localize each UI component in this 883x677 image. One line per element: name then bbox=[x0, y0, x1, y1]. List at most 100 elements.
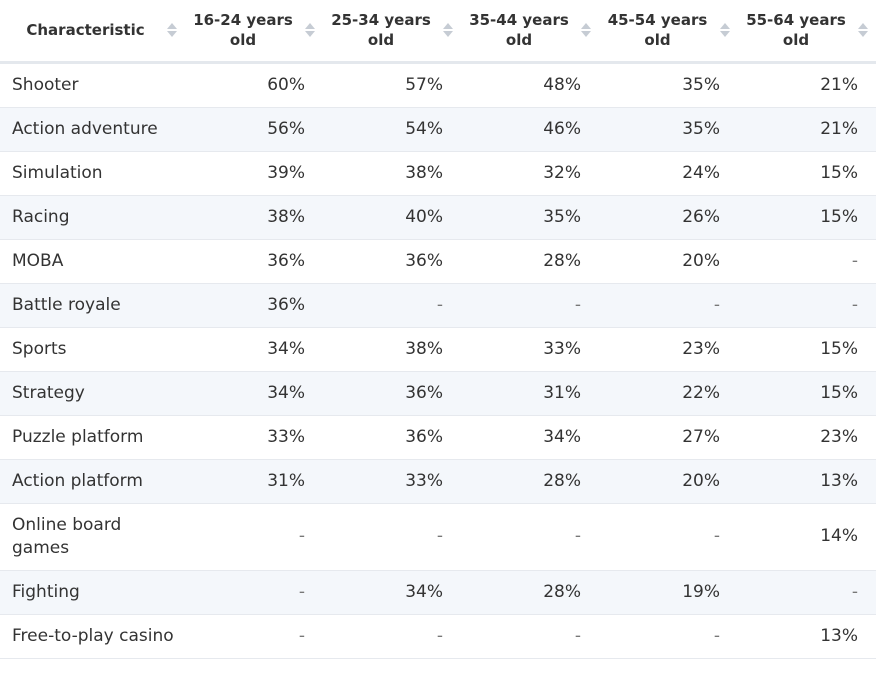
table-row: Action adventure 56% 54% 46% 35% 21% bbox=[0, 107, 876, 151]
table-cell: 35% bbox=[682, 118, 720, 139]
row-label: MOBA bbox=[12, 250, 64, 271]
table-row: Free-to-play casino - - - - 13% bbox=[0, 614, 876, 658]
table-row: Action platform 31% 33% 28% 20% 13% bbox=[0, 459, 876, 503]
table-cell: 48% bbox=[543, 74, 581, 95]
table-cell: 46% bbox=[543, 118, 581, 139]
table-cell: 36% bbox=[267, 294, 305, 315]
column-header-2[interactable]: 25-34 years old bbox=[323, 0, 461, 64]
table-cell: 38% bbox=[405, 162, 443, 183]
table-cell: - bbox=[298, 581, 305, 602]
sort-icon[interactable] bbox=[858, 22, 868, 38]
table-cell: 36% bbox=[267, 250, 305, 271]
table-row: Puzzle platform 33% 36% 34% 27% 23% bbox=[0, 415, 876, 459]
table-cell: 27% bbox=[682, 426, 720, 447]
table-cell: 15% bbox=[820, 338, 858, 359]
data-table: Characteristic 16-24 years old 25-34 years… bbox=[0, 0, 876, 658]
table-cell: 34% bbox=[543, 426, 581, 447]
table-cell: - bbox=[436, 526, 443, 546]
table-cell: - bbox=[851, 294, 858, 315]
table-cell: 36% bbox=[405, 426, 443, 447]
table-row: MOBA 36% 36% 28% 20% - bbox=[0, 239, 876, 283]
table-cell: - bbox=[574, 294, 581, 315]
table-cell: 22% bbox=[682, 382, 720, 403]
header-row: Characteristic 16-24 years old 25-34 years… bbox=[0, 0, 876, 64]
table-cell: 19% bbox=[682, 581, 720, 602]
table-cell: 14% bbox=[820, 526, 858, 546]
table-cell: 34% bbox=[267, 338, 305, 359]
table-cell: 26% bbox=[682, 206, 720, 227]
table-cell: 38% bbox=[267, 206, 305, 227]
table-row: Sports 34% 38% 33% 23% 15% bbox=[0, 327, 876, 371]
sort-icon[interactable] bbox=[305, 22, 315, 38]
sort-icon[interactable] bbox=[581, 22, 591, 38]
table-cell: 40% bbox=[405, 206, 443, 227]
column-header-1[interactable]: 16-24 years old bbox=[185, 0, 323, 64]
table-row: Online board games - - - - 14% bbox=[0, 503, 876, 570]
table-cell: - bbox=[851, 250, 858, 271]
column-header-label: 45-54 years old bbox=[607, 11, 708, 50]
row-label: Free-to-play casino bbox=[12, 625, 174, 646]
table-row: Shooter 60% 57% 48% 35% 21% bbox=[0, 62, 876, 107]
table-cell: 35% bbox=[543, 206, 581, 227]
row-label: Strategy bbox=[12, 382, 85, 403]
table-cell: - bbox=[713, 526, 720, 546]
row-label: Online board games bbox=[12, 514, 122, 558]
table-cell: - bbox=[574, 526, 581, 546]
table-cell: 24% bbox=[682, 162, 720, 183]
column-header-label: 55-64 years old bbox=[746, 11, 846, 50]
table-cell: 33% bbox=[267, 426, 305, 447]
column-header-characteristic[interactable]: Characteristic bbox=[0, 0, 185, 64]
table-cell: 15% bbox=[820, 162, 858, 183]
table-cell: 13% bbox=[820, 625, 858, 646]
sort-icon[interactable] bbox=[167, 22, 177, 38]
table-row: Racing 38% 40% 35% 26% 15% bbox=[0, 195, 876, 239]
table-cell: 20% bbox=[682, 470, 720, 491]
table-cell: 34% bbox=[267, 382, 305, 403]
table-cell: 39% bbox=[267, 162, 305, 183]
column-header-label: 25-34 years old bbox=[331, 11, 431, 50]
column-header-label: 16-24 years old bbox=[193, 11, 293, 50]
table-cell: - bbox=[436, 625, 443, 646]
table-cell: 23% bbox=[820, 426, 858, 447]
table-cell: 15% bbox=[820, 382, 858, 403]
row-label: Sports bbox=[12, 338, 67, 359]
sort-icon[interactable] bbox=[720, 22, 730, 38]
row-label: Action platform bbox=[12, 470, 143, 491]
table-header: Characteristic 16-24 years old 25-34 years… bbox=[0, 0, 876, 64]
sort-icon[interactable] bbox=[443, 22, 453, 38]
table-cell: 21% bbox=[820, 74, 858, 95]
table-cell: 38% bbox=[405, 338, 443, 359]
column-header-3[interactable]: 35-44 years old bbox=[461, 0, 599, 64]
row-label: Fighting bbox=[12, 581, 80, 602]
table-cell: 57% bbox=[405, 74, 443, 95]
table-cell: 13% bbox=[820, 470, 858, 491]
column-header-5[interactable]: 55-64 years old bbox=[738, 0, 876, 64]
table-cell: - bbox=[713, 294, 720, 315]
column-header-4[interactable]: 45-54 years old bbox=[599, 0, 738, 64]
table-cell: 36% bbox=[405, 382, 443, 403]
row-label: Racing bbox=[12, 206, 70, 227]
table-body: Shooter 60% 57% 48% 35% 21% Action adventure 56… bbox=[0, 62, 876, 658]
table-cell: - bbox=[298, 526, 305, 546]
row-label: Shooter bbox=[12, 74, 79, 95]
table-cell: 33% bbox=[405, 470, 443, 491]
table-row: Battle royale 36% - - - - bbox=[0, 283, 876, 327]
table-cell: 33% bbox=[543, 338, 581, 359]
table-row: Fighting - 34% 28% 19% - bbox=[0, 570, 876, 614]
table-row: Strategy 34% 36% 31% 22% 15% bbox=[0, 371, 876, 415]
table-cell: 36% bbox=[405, 250, 443, 271]
table-cell: - bbox=[851, 581, 858, 602]
row-label: Action adventure bbox=[12, 118, 158, 139]
row-label: Simulation bbox=[12, 162, 103, 183]
table-cell: 23% bbox=[682, 338, 720, 359]
column-header-label: Characteristic bbox=[26, 21, 145, 40]
table-cell: - bbox=[574, 625, 581, 646]
row-label: Battle royale bbox=[12, 294, 121, 315]
table-cell: 32% bbox=[543, 162, 581, 183]
table-cell: 34% bbox=[405, 581, 443, 602]
table-cell: - bbox=[713, 625, 720, 646]
table-cell: 28% bbox=[543, 470, 581, 491]
column-header-label: 35-44 years old bbox=[469, 11, 569, 50]
table-cell: 35% bbox=[682, 74, 720, 95]
table-cell: 28% bbox=[543, 581, 581, 602]
